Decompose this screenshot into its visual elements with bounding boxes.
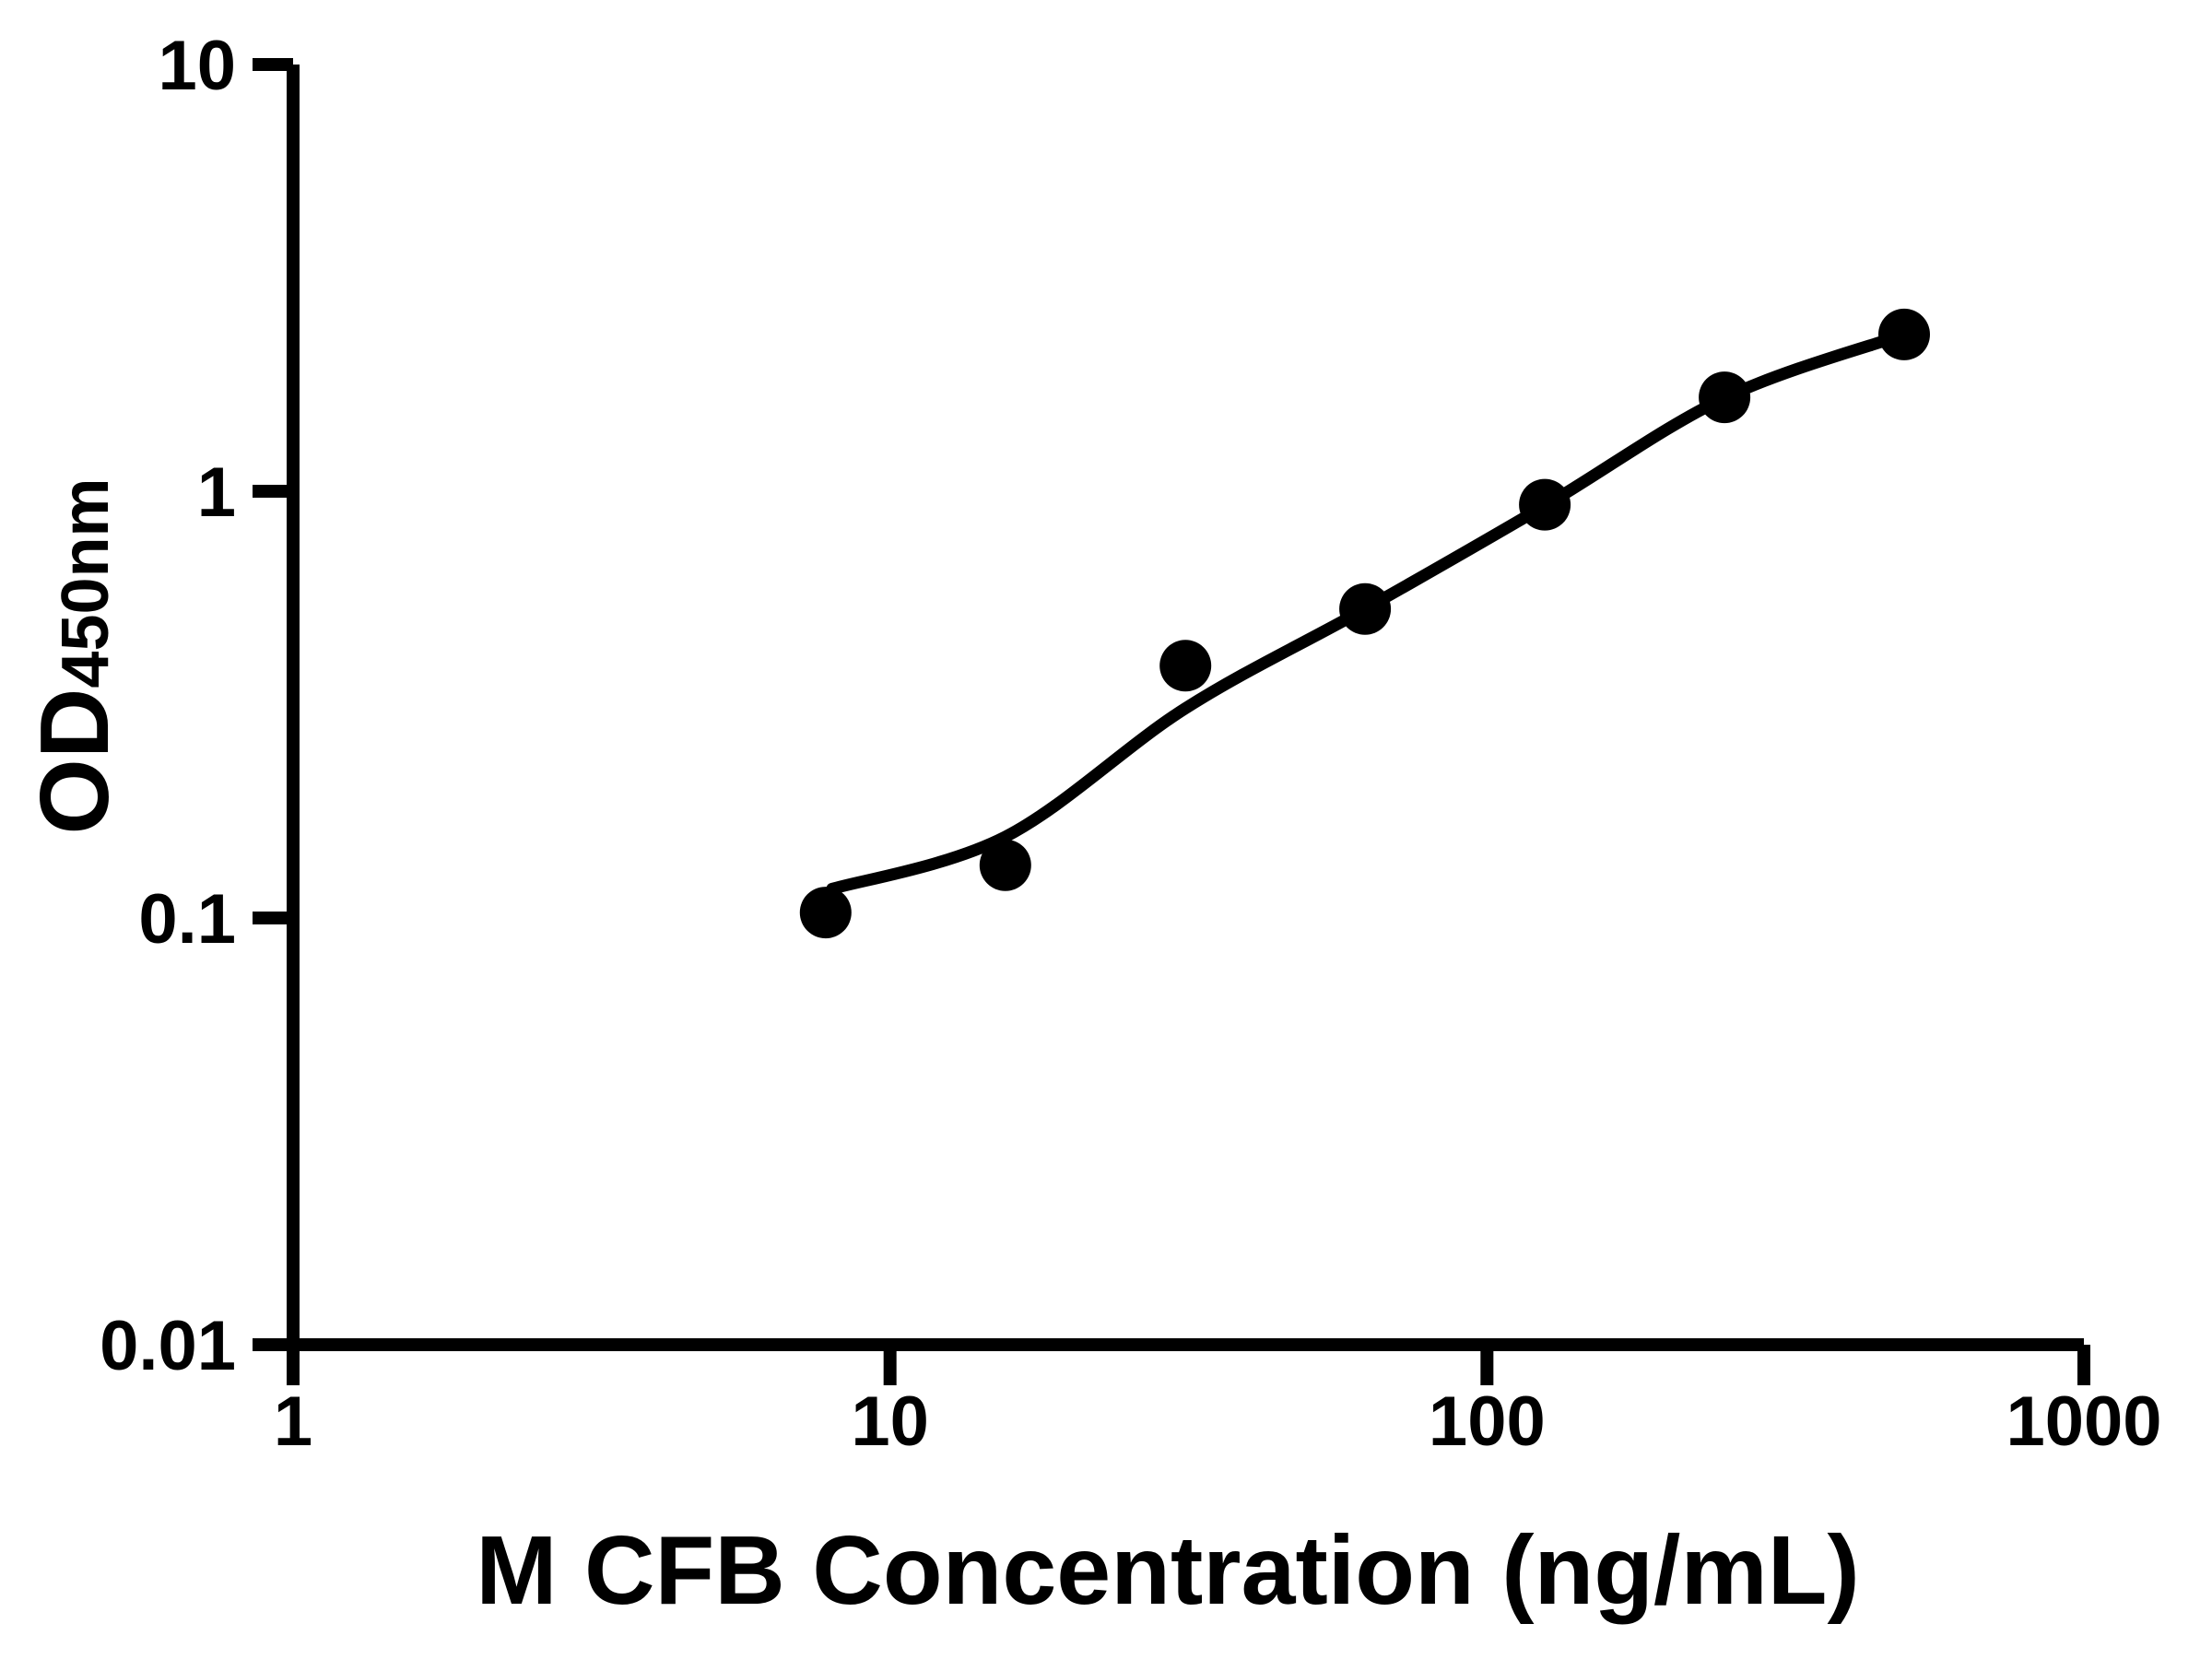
x-axis-tick-labels: 1 10 100 1000	[274, 1382, 2162, 1461]
data-point-marker	[1519, 478, 1571, 531]
data-point-marker	[799, 887, 852, 939]
y-axis-title: OD450nm	[20, 477, 129, 834]
data-point-marker	[1159, 640, 1212, 692]
y-axis-title-main: OD	[20, 688, 129, 835]
x-tick-label: 100	[1429, 1382, 1546, 1461]
data-point-marker	[979, 839, 1031, 891]
y-tick-label: 0.1	[138, 880, 236, 959]
data-point-marker	[1339, 582, 1392, 635]
y-axis-title-subscript: 450nm	[49, 477, 123, 688]
y-tick-label: 10	[158, 27, 236, 105]
y-tick-label: 0.01	[100, 1307, 236, 1385]
x-tick-label: 10	[851, 1382, 929, 1461]
x-tick-label: 1000	[2006, 1382, 2161, 1461]
x-tick-label: 1	[274, 1382, 312, 1461]
axes	[253, 58, 2091, 1385]
y-axis-tick-labels: 0.01 0.1 1 10	[100, 27, 236, 1385]
x-axis-ticks	[287, 1345, 2091, 1385]
data-point-marker	[1699, 371, 1751, 424]
y-axis-ticks	[253, 58, 293, 1351]
data-point-marker	[1878, 308, 1930, 360]
x-axis-title: M CFB Concentration (ng/mL)	[476, 1516, 1860, 1625]
y-tick-label: 1	[197, 453, 236, 532]
data-points	[799, 308, 1930, 939]
